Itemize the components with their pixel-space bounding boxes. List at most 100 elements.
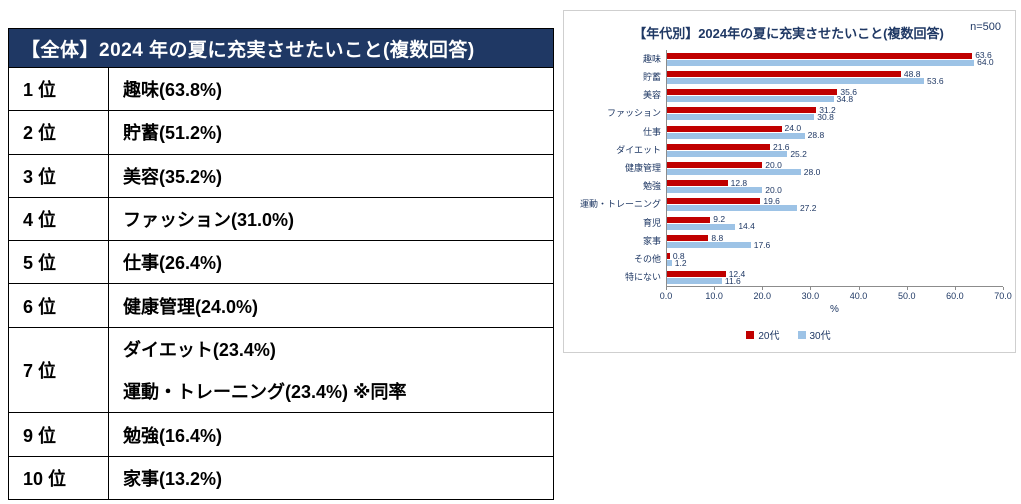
rank-cell: 1 位 [9, 68, 109, 111]
bar-20代 [666, 271, 726, 278]
rank-cell: 2 位 [9, 111, 109, 154]
chart-category-row: その他 0.8 1.2 [574, 251, 1003, 269]
x-tick-label: 50.0 [897, 291, 916, 301]
chart-category-row: 運動・トレーニング 19.6 27.2 [574, 196, 1003, 214]
rank-cell: 5 位 [9, 241, 109, 284]
value-label: 11.6 [724, 276, 741, 287]
x-tick-label: 70.0 [994, 291, 1012, 301]
x-tick-mark [666, 287, 667, 290]
bar-30代 [666, 187, 763, 194]
bar-30代 [666, 59, 975, 66]
table-row: 5 位仕事(26.4%) [9, 240, 553, 284]
category-label: 運動・トレーニング [579, 199, 661, 210]
plot-area: 趣味 63.6 64.0 貯蓄 48.8 53.6 美容 35.6 34.8 ファッション 31.2… [574, 50, 1003, 287]
category-bars: 35.6 34.8 [666, 86, 1003, 104]
category-bars: 0.8 1.2 [666, 251, 1003, 269]
bar-30代 [666, 114, 815, 121]
item-line: ダイエット(23.4%) [123, 340, 276, 361]
rank-cell: 9 位 [9, 413, 109, 456]
value-label: 20.0 [765, 185, 782, 195]
x-tick-mark [1003, 287, 1004, 290]
item-line: 家事(13.2%) [123, 468, 223, 489]
category-label: 仕事 [642, 126, 661, 137]
bar-30代 [666, 132, 805, 139]
category-bars: 48.8 53.6 [666, 68, 1003, 86]
table-row: 10 位家事(13.2%) [9, 455, 553, 499]
legend-item: 30代 [797, 327, 831, 342]
item-cell: 趣味(63.8%) [109, 68, 553, 110]
bar-20代 [666, 198, 761, 205]
item-cell: ダイエット(23.4%) 運動・トレーニング(23.4%) ※同率 [109, 328, 553, 413]
x-tick-label: 40.0 [849, 291, 868, 301]
value-label: 14.4 [738, 221, 755, 232]
value-label: 21.6 [772, 141, 790, 152]
category-label: ダイエット [616, 144, 661, 155]
bar-20代 [666, 125, 782, 132]
value-label: 25.2 [790, 148, 807, 159]
value-label: 53.6 [927, 75, 944, 86]
bar-20代 [666, 253, 670, 260]
value-label: 48.8 [903, 68, 921, 79]
table-row: 3 位美容(35.2%) [9, 153, 553, 197]
bar-20代 [666, 180, 728, 187]
table-row: 6 位健康管理(24.0%) [9, 283, 553, 327]
category-label: その他 [633, 254, 661, 265]
chart-category-row: 特にない 12.4 11.6 [574, 269, 1003, 287]
chart-category-row: 育児 9.2 14.4 [574, 214, 1003, 232]
bar-30代 [666, 223, 736, 230]
category-label: 育児 [642, 217, 661, 228]
item-cell: 貯蓄(51.2%) [109, 111, 553, 153]
x-tick-label: 0.0 [659, 291, 673, 301]
value-label: 35.6 [840, 86, 857, 97]
item-cell: 美容(35.2%) [109, 155, 553, 197]
bar-20代 [666, 52, 973, 59]
category-label: 勉強 [642, 181, 661, 192]
table-row: 4 位ファッション(31.0%) [9, 196, 553, 241]
item-line: ファッション(31.0%) [123, 210, 295, 231]
x-tick-mark [810, 287, 812, 290]
item-line: 美容(35.2%) [123, 166, 223, 187]
rank-cell: 6 位 [9, 284, 109, 327]
bar-30代 [666, 150, 788, 157]
chart-category-row: 家事 8.8 17.6 [574, 232, 1003, 250]
bar-30代 [666, 260, 672, 267]
table-title: 【全体】2024 年の夏に充実させたいこと(複数回答) [9, 29, 553, 67]
chart-category-row: 趣味 63.6 64.0 [574, 50, 1003, 68]
item-cell: 家事(13.2%) [109, 457, 553, 499]
category-bars: 19.6 27.2 [666, 196, 1003, 214]
category-bars: 31.2 30.8 [666, 105, 1003, 123]
bar-20代 [666, 216, 711, 223]
value-label: 31.2 [819, 105, 836, 116]
bar-30代 [666, 205, 797, 212]
value-label: 27.2 [799, 203, 817, 214]
legend-item: 20代 [746, 327, 780, 342]
bar-30代 [666, 96, 834, 103]
legend-label: 20代 [758, 331, 780, 342]
item-line: 貯蓄(51.2%) [123, 123, 223, 144]
rank-cell: 3 位 [9, 154, 109, 197]
value-label: 28.8 [807, 130, 825, 141]
value-label: 63.6 [975, 50, 992, 61]
item-cell: 仕事(26.4%) [109, 241, 553, 283]
value-label: 28.0 [803, 166, 821, 177]
bar-20代 [666, 234, 709, 241]
category-label: 特にない [624, 272, 661, 283]
x-axis: 0.0 10.0 20.0 30.0 40.0 50.0 60.0 70.0 [660, 287, 1012, 302]
rank-cell: 4 位 [9, 197, 109, 241]
value-label: 19.6 [763, 196, 780, 207]
category-bars: 12.8 20.0 [666, 178, 1003, 196]
category-bars: 12.4 11.6 [666, 269, 1003, 287]
chart-category-row: ダイエット 21.6 25.2 [574, 141, 1003, 159]
value-label: 64.0 [977, 57, 994, 68]
item-line: 健康管理(24.0%) [123, 296, 259, 317]
value-label: 1.2 [674, 257, 687, 268]
table-row: 2 位貯蓄(51.2%) [9, 110, 553, 154]
category-label: 家事 [642, 235, 661, 246]
value-label: 17.6 [753, 239, 771, 250]
rank-cell: 10 位 [9, 456, 109, 499]
chart-category-row: 健康管理 20.0 28.0 [574, 159, 1003, 177]
value-label: 34.8 [836, 93, 854, 104]
value-label: 12.4 [728, 269, 746, 280]
bar-20代 [666, 89, 838, 96]
category-bars: 24.0 28.8 [666, 123, 1003, 141]
